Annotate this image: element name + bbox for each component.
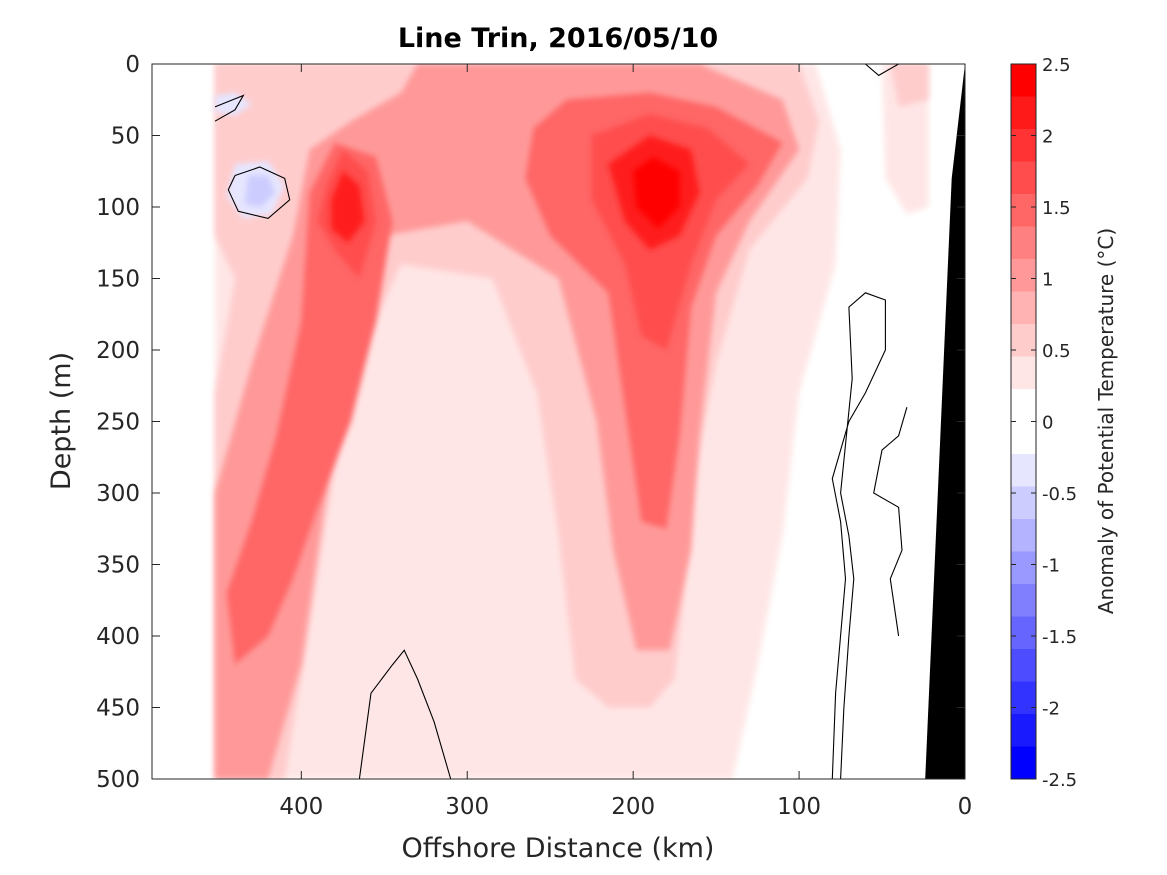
y-tick-label: 50 (111, 124, 140, 150)
colorbar-segment (1011, 454, 1036, 487)
anomaly-contour-fill-13 (244, 175, 275, 207)
zero-contour-line-1 (214, 94, 245, 122)
zero-contour-line-4 (865, 64, 899, 77)
colorbar-tick-label: -0.5 (1042, 484, 1077, 505)
colorbar-tick-label: -2 (1042, 699, 1060, 720)
colorbar-tick-label: 2 (1042, 127, 1053, 148)
y-tick-label: 300 (96, 481, 140, 507)
colorbar-segment (1011, 421, 1036, 455)
colorbar-segment (1011, 551, 1036, 585)
colorbar-segment (1011, 714, 1036, 747)
zero-contour-line-5 (873, 407, 908, 637)
colorbar-segment (1011, 649, 1036, 682)
colorbar: 2.5 2 1.5 1 0.5 0 -0.5 -1 -1.5 -2 -2.5 (1010, 55, 1077, 791)
y-axis: 0 50 100 150 200 250 300 350 400 450 500 (96, 52, 965, 793)
colorbar-segment (1011, 389, 1036, 422)
x-tick-label: 0 (958, 794, 973, 820)
colorbar-segment (1011, 161, 1036, 195)
colorbar-tick-label: 0 (1042, 413, 1053, 434)
colorbar-segment (1011, 96, 1036, 130)
plot-area: 400 300 200 100 0 0 50 100 150 200 250 300 350 400 45… (96, 52, 972, 820)
colorbar-segment (1011, 226, 1036, 260)
colorbar-segment (1011, 194, 1036, 227)
anomaly-contour-fill-14 (215, 92, 252, 116)
y-tick-label: 150 (96, 267, 140, 293)
y-tick-label: 500 (96, 767, 140, 793)
colorbar-segment (1011, 616, 1036, 650)
colorbar-tick-label: 2.5 (1042, 55, 1071, 76)
y-tick-label: 100 (96, 195, 140, 221)
zero-contour-line-2 (358, 649, 452, 779)
x-tick-label: 100 (777, 794, 821, 820)
colorbar-segment (1011, 129, 1036, 162)
anomaly-contour-fill-10 (633, 156, 680, 229)
y-axis-title: Depth (m) (46, 352, 77, 490)
zero-contour-line-0 (227, 166, 291, 220)
x-axis: 400 300 200 100 0 (279, 64, 972, 820)
colorbar-segment (1011, 64, 1036, 97)
colorbar-segment (1011, 356, 1036, 390)
colorbar-segment (1011, 519, 1036, 552)
anomaly-contour-fill-11 (331, 171, 365, 243)
x-axis-title: Offshore Distance (km) (402, 833, 715, 864)
chart-title: Line Trin, 2016/05/10 (398, 23, 718, 54)
colorbar-segment (1011, 584, 1036, 617)
colorbar-title: Anomaly of Potential Temperature (°C) (1094, 228, 1118, 614)
zero-contour-lines (214, 64, 908, 779)
anomaly-contour-fill-6 (226, 142, 393, 665)
x-tick-label: 300 (445, 794, 489, 820)
y-tick-label: 450 (96, 696, 140, 722)
colorbar-segment (1011, 259, 1036, 292)
y-tick-label: 200 (96, 338, 140, 364)
colorbar-tick-label: -1.5 (1042, 627, 1077, 648)
contour-field (215, 64, 929, 779)
colorbar-tick-label: 0.5 (1042, 341, 1071, 362)
colorbar-segment (1011, 486, 1036, 520)
seafloor-bathymetry (925, 64, 965, 779)
colorbar-segment (1011, 324, 1036, 357)
colorbar-tick-label: -1 (1042, 556, 1060, 577)
zero-contour-line-3 (831, 292, 886, 779)
colorbar-segment (1011, 746, 1036, 780)
x-tick-label: 200 (611, 794, 655, 820)
colorbar-tick-label: 1.5 (1042, 198, 1071, 219)
anomaly-contour-fill-3 (890, 64, 929, 107)
y-tick-label: 350 (96, 553, 140, 579)
y-tick-label: 0 (125, 52, 140, 78)
colorbar-segment (1011, 291, 1036, 325)
x-tick-label: 400 (279, 794, 323, 820)
colorbar-tick-label: 1 (1042, 270, 1053, 291)
colorbar-tick-label: -2.5 (1042, 770, 1077, 791)
y-tick-label: 400 (96, 624, 140, 650)
y-tick-label: 250 (96, 410, 140, 436)
colorbar-segment (1011, 681, 1036, 715)
